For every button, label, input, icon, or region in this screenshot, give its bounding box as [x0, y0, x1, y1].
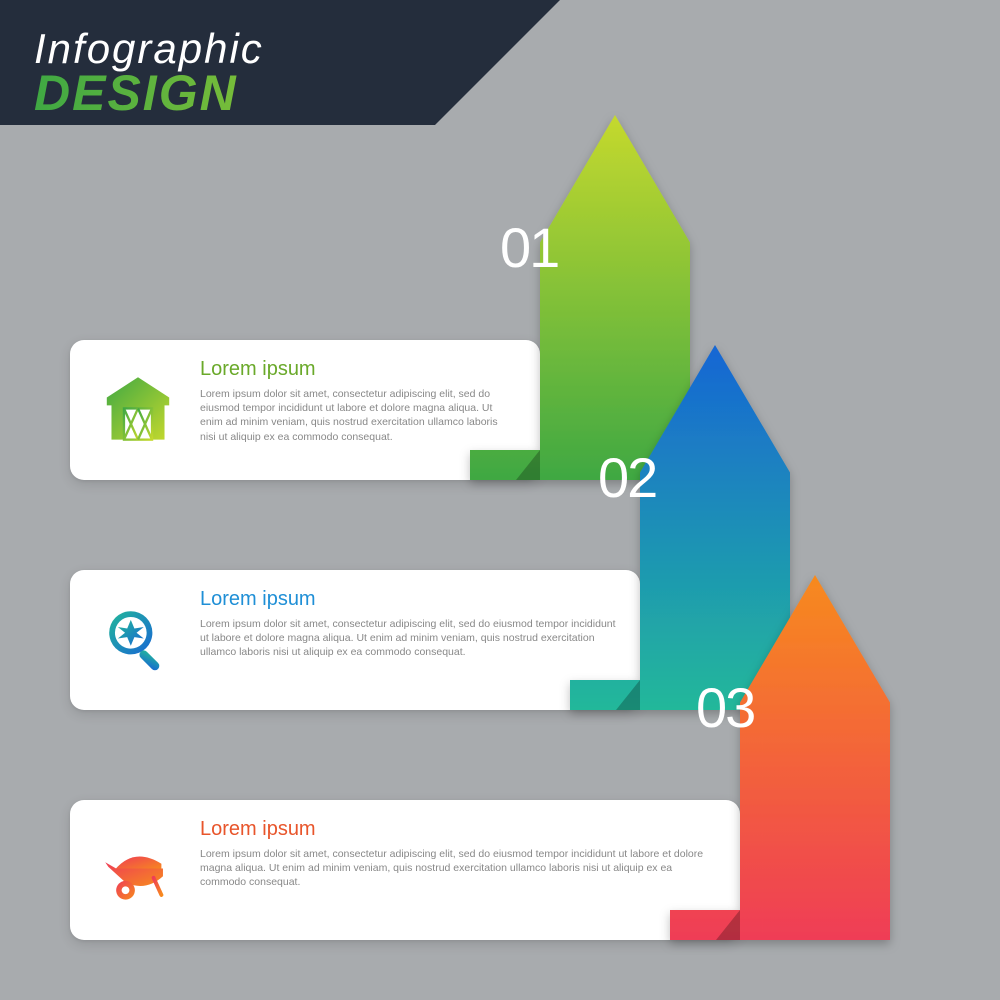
arrow-3 — [670, 575, 890, 940]
wheelbarrow-icon — [98, 830, 178, 910]
header-line2: DESIGN — [34, 70, 526, 118]
arrow-number-1: 01 — [500, 215, 558, 280]
header-banner: InfographicDESIGN — [0, 0, 560, 125]
header-line1: Infographic — [34, 28, 526, 70]
barn-icon — [98, 370, 178, 450]
magnifier-leaf-icon — [98, 600, 178, 680]
card-title-1: Lorem ipsum — [200, 358, 516, 381]
card-title-2: Lorem ipsum — [200, 588, 616, 611]
card-body-1: Lorem ipsum dolor sit amet, consectetur … — [200, 387, 516, 444]
arrow-number-3: 03 — [696, 675, 754, 740]
card-body-3: Lorem ipsum dolor sit amet, consectetur … — [200, 847, 716, 890]
info-card-2: Lorem ipsum Lorem ipsum dolor sit amet, c… — [70, 570, 640, 710]
arrow-number-2: 02 — [598, 445, 656, 510]
card-body-2: Lorem ipsum dolor sit amet, consectetur … — [200, 617, 616, 660]
info-card-3: Lorem ipsum Lorem ipsum dolor sit amet, c… — [70, 800, 740, 940]
card-title-3: Lorem ipsum — [200, 818, 716, 841]
